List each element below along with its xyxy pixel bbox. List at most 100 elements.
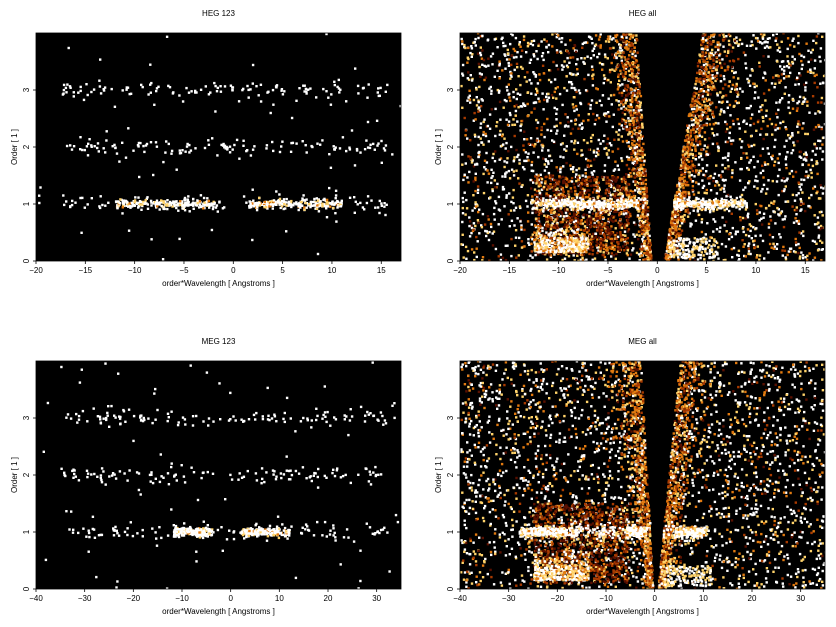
heatmap-cell bbox=[708, 152, 711, 155]
heatmap-cell bbox=[706, 99, 709, 103]
heatmap-cell bbox=[368, 146, 372, 150]
heatmap-cell bbox=[746, 228, 750, 231]
heatmap-cell bbox=[566, 209, 570, 213]
heatmap-cell bbox=[815, 73, 818, 77]
heatmap-cell bbox=[493, 160, 497, 163]
heatmap-cell bbox=[628, 61, 632, 64]
heatmap-cell bbox=[679, 197, 683, 200]
heatmap-cell bbox=[666, 248, 669, 251]
heatmap-cell bbox=[799, 197, 802, 201]
heatmap-cell bbox=[481, 49, 484, 52]
heatmap-cell bbox=[607, 188, 610, 191]
heatmap-cell bbox=[752, 34, 755, 37]
heatmap-cell bbox=[562, 181, 565, 185]
heatmap-cell bbox=[386, 83, 389, 87]
heatmap-cell bbox=[575, 213, 578, 216]
heatmap-cell bbox=[677, 184, 681, 187]
heatmap-cell bbox=[620, 49, 624, 52]
heatmap-cell bbox=[812, 128, 816, 131]
heatmap-cell bbox=[702, 173, 705, 177]
heatmap-cell bbox=[784, 163, 788, 166]
heatmap-cell bbox=[605, 232, 609, 235]
heatmap-cell bbox=[821, 241, 824, 244]
heatmap-cell bbox=[165, 35, 169, 38]
heatmap-cell bbox=[747, 212, 750, 215]
heatmap-cell bbox=[734, 230, 738, 233]
heatmap-cell bbox=[633, 158, 637, 161]
heatmap-cell bbox=[638, 92, 641, 95]
heatmap-cell bbox=[738, 179, 742, 182]
panel-1: HEG 123−20 −15 −10 −5 0 5 10 150123order*Wavele… bbox=[10, 9, 402, 288]
heatmap-cell bbox=[188, 210, 191, 213]
heatmap-cell bbox=[778, 46, 781, 49]
heatmap-cell bbox=[747, 247, 750, 250]
heatmap-cell bbox=[699, 142, 702, 146]
heatmap-cell bbox=[187, 91, 191, 94]
heatmap-cell bbox=[784, 200, 787, 203]
heatmap-cell bbox=[334, 194, 338, 197]
heatmap-cell bbox=[607, 35, 610, 38]
heatmap-cell bbox=[596, 225, 599, 229]
heatmap-cell bbox=[366, 120, 370, 124]
heatmap-cell bbox=[802, 158, 806, 161]
heatmap-cell bbox=[519, 124, 522, 128]
heatmap-cell bbox=[728, 43, 731, 46]
heatmap-cell bbox=[271, 140, 274, 144]
heatmap-cell bbox=[709, 236, 712, 239]
heatmap-cell bbox=[565, 233, 568, 237]
heatmap-cell bbox=[730, 176, 734, 179]
heatmap-cell bbox=[160, 199, 163, 202]
heatmap-cell bbox=[798, 231, 801, 234]
heatmap-cell bbox=[627, 167, 631, 171]
heatmap-cell bbox=[231, 86, 235, 89]
heatmap-cell bbox=[510, 254, 513, 258]
heatmap-cell bbox=[801, 127, 804, 130]
heatmap-cell bbox=[321, 205, 324, 208]
heatmap-cell bbox=[778, 50, 782, 53]
heatmap-cell bbox=[167, 142, 170, 146]
heatmap-cell bbox=[789, 247, 793, 250]
heatmap-cell bbox=[102, 147, 105, 150]
heatmap-cell bbox=[717, 146, 720, 150]
heatmap-cell bbox=[672, 250, 676, 254]
heatmap-cell bbox=[791, 62, 795, 65]
heatmap-cell bbox=[615, 99, 618, 102]
heatmap-cell bbox=[726, 200, 729, 203]
heatmap-cell bbox=[231, 89, 234, 92]
heatmap-cell bbox=[638, 177, 642, 180]
heatmap-cell bbox=[570, 207, 573, 210]
heatmap-cell bbox=[711, 113, 715, 116]
heatmap-cell bbox=[712, 57, 715, 60]
heatmap-cell bbox=[719, 175, 723, 179]
heatmap-cell bbox=[601, 232, 604, 235]
heatmap-cell bbox=[691, 97, 694, 100]
heatmap-cell bbox=[593, 123, 597, 126]
heatmap-cell bbox=[625, 155, 629, 159]
heatmap-cell bbox=[542, 157, 545, 160]
heatmap-cell bbox=[607, 180, 610, 183]
heatmap-cell bbox=[622, 212, 625, 216]
heatmap-cell bbox=[203, 201, 206, 204]
heatmap-cell bbox=[549, 69, 552, 72]
heatmap-cell bbox=[372, 142, 375, 146]
heatmap-cell bbox=[129, 206, 132, 209]
heatmap-cell bbox=[631, 190, 635, 193]
heatmap-cell bbox=[631, 142, 634, 145]
heatmap-cell bbox=[635, 181, 639, 184]
heatmap-cell bbox=[499, 129, 502, 133]
heatmap-cell bbox=[501, 175, 504, 178]
heatmap-cell bbox=[619, 193, 622, 196]
heatmap-cell bbox=[514, 36, 518, 40]
heatmap-cell bbox=[812, 71, 815, 75]
heatmap-cell bbox=[787, 75, 791, 78]
heatmap-cell bbox=[235, 138, 239, 142]
heatmap-cell bbox=[638, 85, 641, 89]
heatmap-cell bbox=[708, 177, 712, 180]
heatmap-cell bbox=[779, 211, 783, 214]
heatmap-cell bbox=[383, 202, 386, 205]
heatmap-cell bbox=[378, 199, 381, 203]
heatmap-cell bbox=[645, 225, 649, 228]
heatmap-cell bbox=[731, 119, 735, 123]
heatmap-cell bbox=[630, 136, 634, 139]
heatmap-cell bbox=[691, 190, 695, 193]
